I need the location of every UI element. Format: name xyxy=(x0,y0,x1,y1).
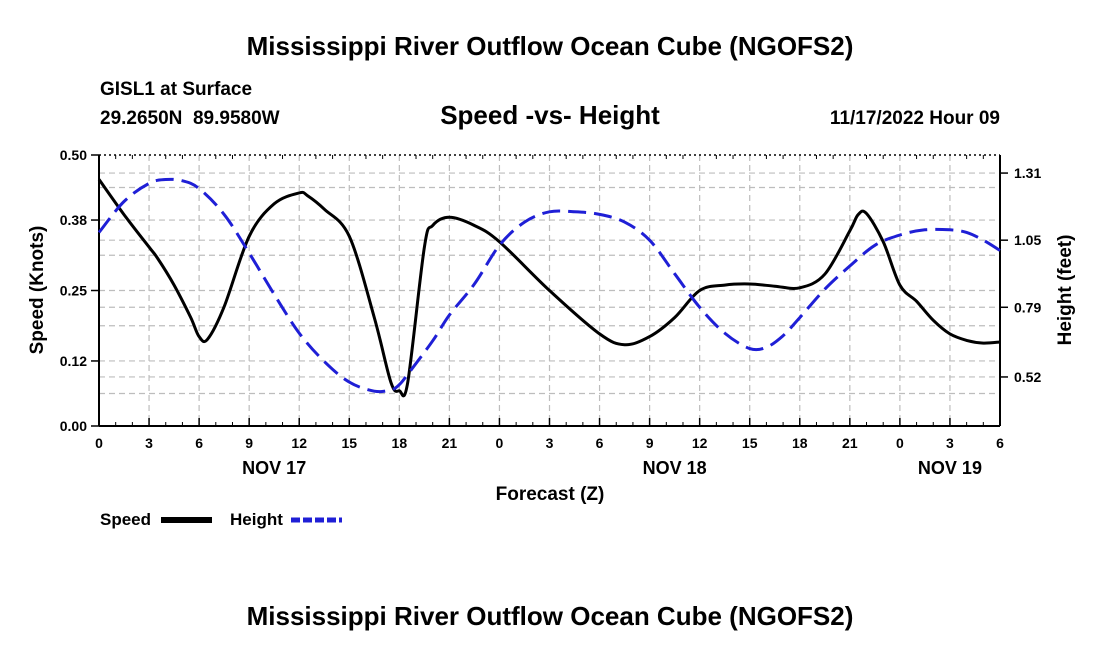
x-tick-label: 0 xyxy=(95,435,103,451)
x-tick-label: 3 xyxy=(145,435,153,451)
x-tick-label: 6 xyxy=(596,435,604,451)
y2-tick-label: 0.79 xyxy=(1014,299,1041,315)
x-tick-label: 3 xyxy=(546,435,554,451)
height-series-line xyxy=(97,177,1001,394)
x-tick-label: 6 xyxy=(996,435,1004,451)
x-tick-label: 18 xyxy=(392,435,408,451)
page-title: Mississippi River Outflow Ocean Cube (NG… xyxy=(247,31,854,61)
x-tick-label: 3 xyxy=(946,435,954,451)
footer-title: Mississippi River Outflow Ocean Cube (NG… xyxy=(247,601,854,631)
y2-tick-label: 1.31 xyxy=(1014,165,1041,181)
x-tick-label: 6 xyxy=(195,435,203,451)
x-tick-label: 12 xyxy=(291,435,307,451)
x-tick-label: 15 xyxy=(341,435,357,451)
y-tick-label: 0.38 xyxy=(60,212,87,228)
coordinates-label: 29.2650N 89.9580W xyxy=(100,108,280,129)
date-label: NOV 18 xyxy=(643,458,707,478)
x-tick-label: 18 xyxy=(792,435,808,451)
y-tick-label: 0.12 xyxy=(60,353,87,369)
date-label: NOV 19 xyxy=(918,458,982,478)
x-tick-label: 0 xyxy=(496,435,504,451)
date-label: NOV 17 xyxy=(242,458,306,478)
x-axis-label: Forecast (Z) xyxy=(496,484,605,505)
x-tick-label: 9 xyxy=(646,435,654,451)
chart-title: Speed -vs- Height xyxy=(440,100,660,130)
grid xyxy=(99,155,1000,426)
datetime-label: 11/17/2022 Hour 09 xyxy=(830,108,1000,129)
y2-axis-label: Height (feet) xyxy=(1055,235,1076,346)
x-tick-label: 15 xyxy=(742,435,758,451)
legend-speed-label: Speed xyxy=(100,510,151,529)
x-tick-label: 12 xyxy=(692,435,708,451)
x-tick-label: 21 xyxy=(442,435,458,451)
y-tick-label: 0.50 xyxy=(60,147,87,163)
x-tick-label: 21 xyxy=(842,435,858,451)
y-axis-label: Speed (Knots) xyxy=(27,226,48,355)
y2-tick-label: 0.52 xyxy=(1014,369,1041,385)
y2-tick-label: 1.05 xyxy=(1014,232,1041,248)
x-tick-label: 0 xyxy=(896,435,904,451)
y-tick-label: 0.00 xyxy=(60,418,87,434)
legend: Speed Height xyxy=(100,510,342,529)
speed-series-line xyxy=(97,178,1001,398)
station-label: GISL1 at Surface xyxy=(100,79,252,100)
series xyxy=(97,177,1001,398)
legend-height-label: Height xyxy=(230,510,283,529)
y-tick-label: 0.25 xyxy=(60,283,87,299)
x-tick-label: 9 xyxy=(245,435,253,451)
axes: 0 3 6 9 12 15 18 21 0 3 6 9 12 15 18 21 0 3 6 NOV 17 NOV 18 N… xyxy=(60,147,1042,478)
